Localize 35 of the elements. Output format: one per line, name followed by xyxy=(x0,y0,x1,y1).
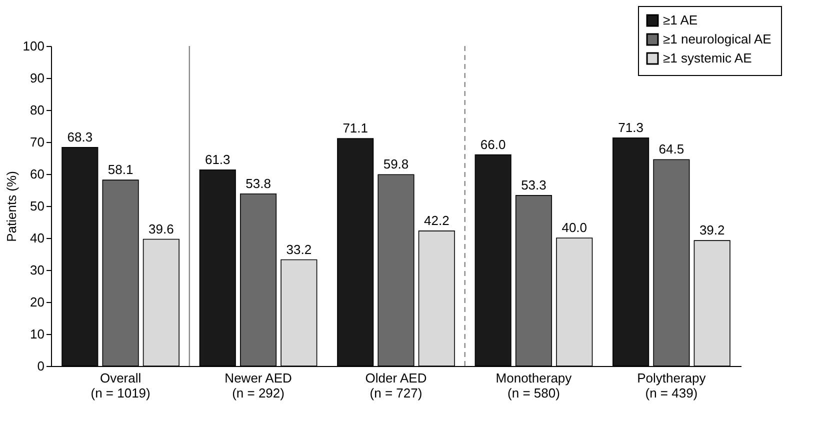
y-tick-label: 60 xyxy=(30,166,44,182)
data-label: 61.3 xyxy=(204,152,230,167)
y-tick-label: 90 xyxy=(30,70,44,86)
x-tick-label: Polytherapy (n = 439) xyxy=(637,370,706,400)
data-label: 59.8 xyxy=(383,156,409,172)
data-label: 39.6 xyxy=(148,221,174,236)
x-tick-label: Overall (n = 1019) xyxy=(90,370,150,400)
data-label: 53.3 xyxy=(521,177,546,192)
data-label: 39.2 xyxy=(699,222,725,238)
y-tick-label: 50 xyxy=(30,198,44,214)
y-tick-label: 30 xyxy=(30,262,44,278)
y-axis-title: Patients (%) xyxy=(4,171,19,242)
data-label: 33.2 xyxy=(286,242,312,257)
x-tick-label: Newer AED (n = 292) xyxy=(224,370,292,400)
data-label: 58.1 xyxy=(108,162,134,178)
data-label: 53.8 xyxy=(246,176,271,191)
data-label: 42.2 xyxy=(424,212,450,228)
y-tick-label: 40 xyxy=(30,230,44,246)
y-tick-label: 0 xyxy=(37,358,44,374)
y-tick-label: 10 xyxy=(30,326,44,342)
x-tick-label: Monotherapy (n = 580) xyxy=(496,370,572,400)
legend-label: ≥1 neurological AE xyxy=(663,32,772,46)
y-tick-label: 20 xyxy=(30,294,44,310)
y-tick-label: 100 xyxy=(22,38,44,54)
y-tick-label: 80 xyxy=(30,102,44,118)
data-label: 68.3 xyxy=(67,129,93,144)
y-tick-label: 70 xyxy=(30,134,44,150)
data-label: 66.0 xyxy=(480,136,506,152)
legend-label: ≥1 AE xyxy=(663,12,698,28)
data-label: 64.5 xyxy=(658,142,684,157)
data-label: 71.1 xyxy=(342,120,368,136)
x-tick-label: Older AED (n = 727) xyxy=(365,370,427,400)
legend-label: ≥1 systemic AE xyxy=(663,50,752,66)
data-label: 40.0 xyxy=(562,220,588,235)
data-label: 71.3 xyxy=(618,120,644,135)
